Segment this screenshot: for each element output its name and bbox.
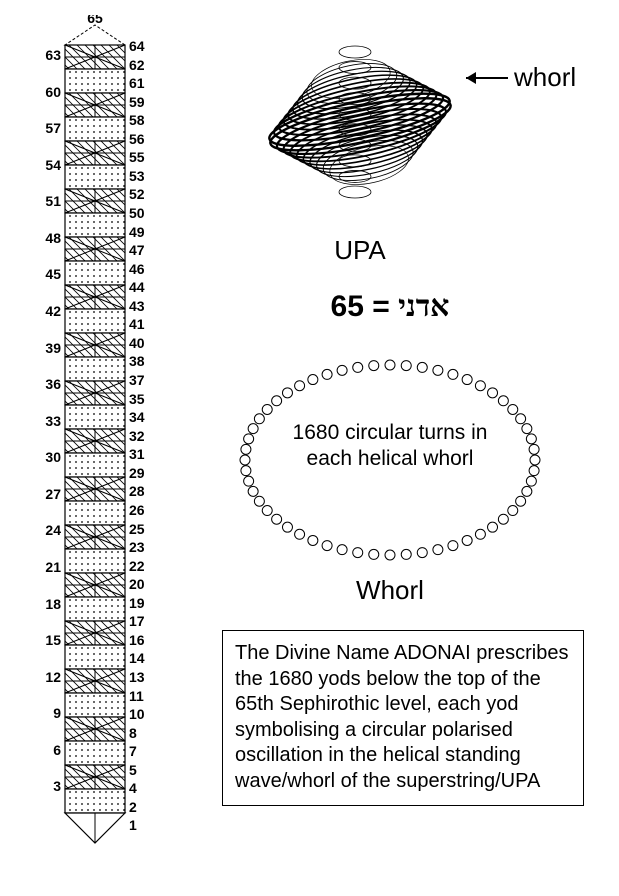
trunk-num-right: 23 [129,540,163,554]
trunk-num-right: 19 [129,596,163,610]
trunk-num-left: 48 [27,231,61,245]
trunk-num-right: 44 [129,280,163,294]
trunk-num-left: 51 [27,194,61,208]
equation: אדני = 65 [210,290,570,324]
trunk-num-right: 35 [129,392,163,406]
whorl-arrow-label: whorl [514,62,576,93]
trunk-num-right: 4 [129,781,163,795]
trunk-num-right: 26 [129,503,163,517]
trunk-num-right: 14 [129,651,163,665]
trunk-num-left: 12 [27,670,61,684]
upa-svg [250,22,470,232]
trunk-num-left: 36 [27,377,61,391]
trunk-num-left: 39 [27,341,61,355]
trunk-num-right: 37 [129,373,163,387]
trunk-column: 65 [55,15,135,855]
equation-value: 65 [331,290,364,323]
trunk-num-right: 8 [129,726,163,740]
trunk-num-right: 17 [129,614,163,628]
trunk-num-right: 49 [129,225,163,239]
whorl-arrow: whorl [462,62,576,93]
arrow-icon [462,68,510,88]
trunk-num-right: 7 [129,744,163,758]
trunk-num-right: 61 [129,76,163,90]
trunk-num-left: 45 [27,267,61,281]
trunk-num-left: 21 [27,560,61,574]
trunk-num-right: 2 [129,800,163,814]
trunk-num-right: 25 [129,522,163,536]
trunk-num-right: 11 [129,689,163,703]
trunk-num-right: 29 [129,466,163,480]
trunk-num-right: 46 [129,262,163,276]
trunk-num-right: 1 [129,818,163,832]
trunk-num-right: 53 [129,169,163,183]
trunk-num-right: 55 [129,150,163,164]
upa-figure [250,22,470,232]
trunk-num-left: 15 [27,633,61,647]
trunk-num-right: 56 [129,132,163,146]
oval-text: 1680 circular turns in each helical whor… [235,420,545,473]
trunk-num-right: 40 [129,336,163,350]
trunk-svg: 65 [55,15,135,855]
equation-sep: = [364,290,398,323]
trunk-num-right: 38 [129,354,163,368]
svg-text:65: 65 [87,15,103,26]
trunk-num-left: 6 [27,743,61,757]
trunk-num-left: 33 [27,414,61,428]
trunk-num-right: 31 [129,447,163,461]
whorl-caption: Whorl [235,575,545,606]
trunk-num-right: 32 [129,429,163,443]
trunk-num-right: 43 [129,299,163,313]
trunk-num-right: 16 [129,633,163,647]
hebrew-word: אדני [398,290,449,323]
explanation-box: The Divine Name ADONAI prescribes the 16… [222,630,584,806]
trunk-num-right: 50 [129,206,163,220]
oval-line2: each helical whorl [307,447,474,470]
trunk-num-left: 54 [27,158,61,172]
trunk-num-right: 52 [129,187,163,201]
trunk-num-right: 5 [129,763,163,777]
trunk-num-right: 58 [129,113,163,127]
upa-caption: UPA [250,235,470,266]
trunk-num-left: 42 [27,304,61,318]
trunk-num-left: 60 [27,85,61,99]
trunk-num-right: 10 [129,707,163,721]
trunk-num-right: 64 [129,39,163,53]
trunk-num-left: 9 [27,706,61,720]
trunk-num-left: 24 [27,523,61,537]
trunk-num-left: 18 [27,597,61,611]
trunk-num-right: 13 [129,670,163,684]
trunk-num-left: 27 [27,487,61,501]
trunk-num-right: 62 [129,58,163,72]
trunk-num-right: 28 [129,484,163,498]
trunk-num-right: 47 [129,243,163,257]
trunk-num-right: 41 [129,317,163,331]
explanation-text: The Divine Name ADONAI prescribes the 16… [235,642,568,792]
trunk-num-right: 34 [129,410,163,424]
oval-line1: 1680 circular turns in [293,421,488,444]
trunk-num-right: 22 [129,559,163,573]
trunk-num-right: 59 [129,95,163,109]
trunk-num-left: 57 [27,121,61,135]
trunk-num-left: 3 [27,779,61,793]
trunk-num-left: 30 [27,450,61,464]
trunk-num-left: 63 [27,48,61,62]
trunk-num-right: 20 [129,577,163,591]
